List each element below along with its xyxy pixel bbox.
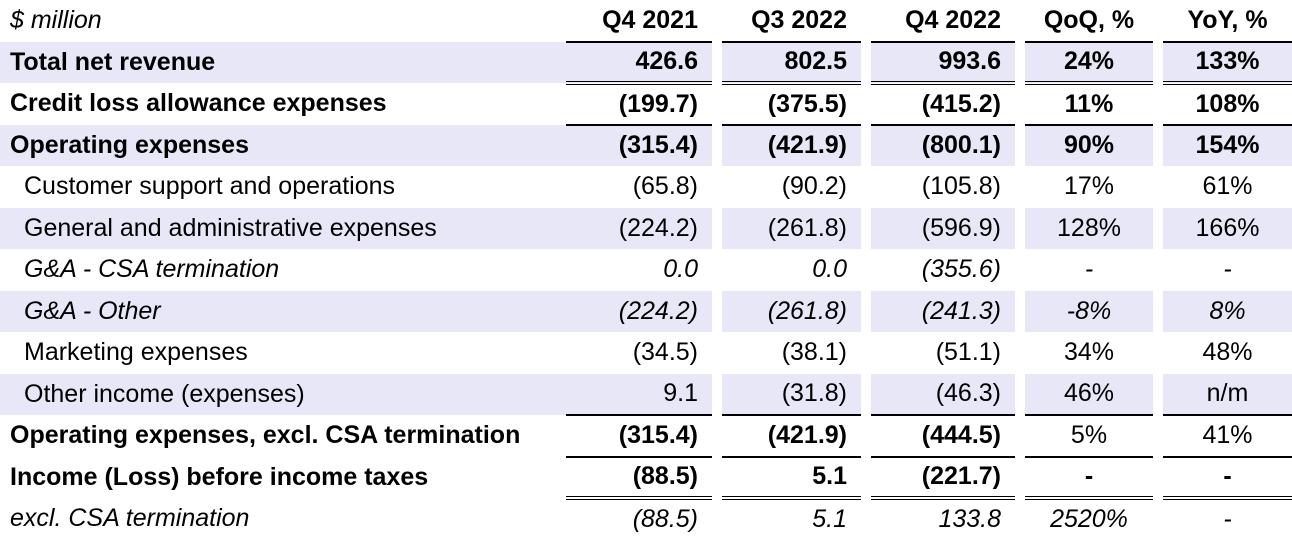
- table-row: Other income (expenses) 9.1 (31.8) (46.3…: [0, 373, 1292, 416]
- cell-value: (90.2): [717, 166, 871, 208]
- cell-value: (224.2): [566, 290, 722, 332]
- cell-value: 426.6: [566, 41, 722, 85]
- cell-value: (444.5): [866, 415, 1025, 458]
- col-header-yoy: YoY, %: [1158, 0, 1292, 43]
- table-row: Operating expenses, excl. CSA terminatio…: [0, 415, 1292, 458]
- cell-value: 34%: [1020, 332, 1163, 374]
- cell-value: (800.1): [866, 124, 1025, 166]
- table-row: Marketing expenses (34.5) (38.1) (51.1) …: [0, 332, 1292, 374]
- cell-value: (261.8): [717, 290, 871, 332]
- cell-value: 108%: [1158, 83, 1292, 126]
- cell-value: 90%: [1020, 124, 1163, 166]
- row-label: Other income (expenses): [0, 373, 566, 415]
- cell-value: 24%: [1020, 41, 1163, 85]
- table-row: General and administrative expenses (224…: [0, 207, 1292, 249]
- cell-value: (596.9): [866, 207, 1025, 249]
- header-row: $ million Q4 2021 Q3 2022 Q4 2022 QoQ, %…: [0, 0, 1292, 43]
- cell-value: 9.1: [566, 373, 722, 416]
- table-row: Total net revenue 426.6 802.5 993.6 24% …: [0, 41, 1292, 85]
- cell-value: 5.1: [717, 456, 871, 500]
- cell-value: 17%: [1020, 166, 1163, 208]
- cell-value: (224.2): [566, 207, 722, 249]
- row-label: Operating expenses: [0, 124, 566, 166]
- cell-value: (31.8): [717, 373, 871, 416]
- cell-value: -: [1020, 456, 1163, 500]
- cell-value: 5%: [1020, 415, 1163, 458]
- cell-value: 2520%: [1020, 498, 1163, 540]
- cell-value: 48%: [1202, 338, 1253, 367]
- cell-value: 133%: [1158, 41, 1292, 85]
- cell-value: (65.8): [566, 166, 722, 208]
- cell-value: (51.1): [866, 332, 1025, 374]
- cell-value: 11%: [1020, 83, 1163, 126]
- col-header-q4-2022: Q4 2022: [866, 0, 1025, 43]
- cell-value: 0.0: [566, 249, 722, 291]
- cell-value: 0.0: [717, 249, 871, 291]
- table-row: G&A - Other (224.2) (261.8) (241.3) -8% …: [0, 290, 1292, 332]
- row-label: Credit loss allowance expenses: [10, 89, 387, 118]
- cell-value: 154%: [1158, 124, 1292, 166]
- cell-value: (88.5): [566, 498, 722, 540]
- cell-value: (315.4): [566, 415, 722, 458]
- cell-value: 993.6: [866, 41, 1025, 85]
- cell-value: (38.1): [717, 332, 871, 374]
- row-label: G&A - Other: [0, 290, 566, 332]
- cell-value: (105.8): [866, 166, 1025, 208]
- cell-value: (421.9): [717, 415, 871, 458]
- cell-value: 61%: [1202, 172, 1253, 201]
- cell-value: n/m: [1158, 373, 1292, 416]
- cell-value: -: [1020, 249, 1163, 291]
- cell-value: (199.7): [566, 83, 722, 126]
- row-label: Income (Loss) before income taxes: [10, 462, 429, 491]
- table-row: excl. CSA termination (88.5) 5.1 133.8 2…: [0, 498, 1292, 540]
- cell-value: -: [1158, 456, 1292, 500]
- cell-value: (88.5): [566, 456, 722, 500]
- cell-value: (241.3): [866, 290, 1025, 332]
- row-label: General and administrative expenses: [0, 207, 566, 249]
- cell-value: -: [1223, 505, 1232, 534]
- col-header-q3-2022: Q3 2022: [717, 0, 871, 43]
- cell-value: (421.9): [717, 124, 871, 166]
- cell-value: 8%: [1158, 290, 1292, 332]
- table-row: Operating expenses (315.4) (421.9) (800.…: [0, 124, 1292, 166]
- cell-value: 128%: [1020, 207, 1163, 249]
- cell-value: (415.2): [866, 83, 1025, 126]
- cell-value: -: [1223, 255, 1232, 284]
- unit-label: $ million: [10, 6, 102, 35]
- table-row: G&A - CSA termination 0.0 0.0 (355.6) - …: [0, 249, 1292, 291]
- cell-value: (46.3): [866, 373, 1025, 416]
- cell-value: 41%: [1158, 415, 1292, 458]
- cell-value: (221.7): [866, 456, 1025, 500]
- row-label: Customer support and operations: [24, 172, 396, 201]
- cell-value: 46%: [1020, 373, 1163, 416]
- cell-value: 133.8: [866, 498, 1025, 540]
- cell-value: 166%: [1158, 207, 1292, 249]
- cell-value: (315.4): [566, 124, 722, 166]
- row-label: excl. CSA termination: [10, 504, 250, 533]
- col-header-q4-2021: Q4 2021: [566, 0, 722, 43]
- col-header-qoq: QoQ, %: [1020, 0, 1163, 43]
- table-row: Credit loss allowance expenses (199.7) (…: [0, 83, 1292, 126]
- row-label: G&A - CSA termination: [24, 255, 280, 284]
- table-row: Customer support and operations (65.8) (…: [0, 166, 1292, 208]
- cell-value: 5.1: [717, 498, 871, 540]
- cell-value: -8%: [1020, 290, 1163, 332]
- row-label: Total net revenue: [0, 41, 566, 83]
- cell-value: (34.5): [566, 332, 722, 374]
- row-label: Marketing expenses: [24, 338, 248, 367]
- cell-value: 802.5: [717, 41, 871, 85]
- cell-value: (375.5): [717, 83, 871, 126]
- table-row: Income (Loss) before income taxes (88.5)…: [0, 456, 1292, 500]
- cell-value: (261.8): [717, 207, 871, 249]
- row-label: Operating expenses, excl. CSA terminatio…: [10, 421, 521, 450]
- cell-value: (355.6): [866, 249, 1025, 291]
